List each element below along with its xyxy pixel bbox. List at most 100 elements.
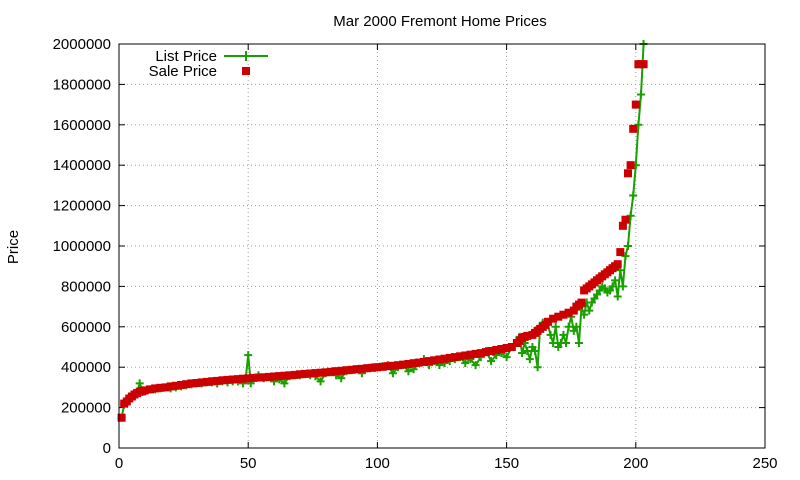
list-price-point: [528, 343, 537, 351]
sale-price-point: [435, 355, 444, 364]
sale-price-point: [156, 383, 165, 392]
sale-price-point: [270, 372, 278, 381]
list-price-point: [618, 282, 627, 291]
sale-price-point: [621, 215, 630, 224]
sale-price-point: [187, 379, 196, 388]
sale-price-point: [326, 367, 335, 376]
list-price-point: [611, 276, 620, 285]
list-price-point: [572, 322, 581, 331]
y-tick-label: 2000000: [53, 36, 111, 53]
sale-price-point: [249, 373, 258, 382]
sale-price-point: [301, 369, 309, 378]
list-price-point: [461, 359, 470, 368]
list-price-point: [595, 286, 604, 295]
list-price-point: [564, 322, 573, 331]
list-price-point: [404, 367, 413, 376]
sale-price-point: [166, 382, 175, 391]
y-tick-label: 200000: [61, 400, 111, 417]
sale-price-point: [332, 367, 341, 376]
x-tick-label: 150: [494, 455, 519, 472]
x-tick-label: 100: [365, 455, 390, 472]
list-price-point: [551, 322, 560, 331]
y-axis-title: Price: [5, 230, 22, 264]
sale-price-point: [161, 383, 170, 392]
sale-price-point: [554, 312, 563, 321]
list-price-point: [316, 377, 325, 386]
sale-price-point: [523, 331, 532, 340]
sale-price-point: [450, 353, 459, 362]
sale-price-point: [445, 353, 454, 362]
sale-price-point: [487, 347, 496, 355]
list-price-line: [120, 43, 645, 418]
list-price-point: [554, 343, 563, 351]
x-tick-label: 0: [115, 455, 123, 472]
chart-title: Mar 2000 Fremont Home Prices: [333, 13, 546, 30]
sale-price-point: [502, 344, 511, 352]
y-tick-label: 1600000: [53, 117, 111, 134]
series-layer: [117, 40, 648, 422]
list-price-point: [613, 292, 622, 301]
list-price-point: [569, 326, 578, 335]
sale-price-point: [507, 343, 516, 351]
list-price-point: [388, 369, 397, 378]
sale-price-point: [425, 357, 434, 366]
list-price-point: [605, 286, 614, 295]
legend-label-sale-price: Sale Price: [149, 63, 217, 80]
y-tick-label: 600000: [61, 319, 111, 336]
sale-price-point: [290, 370, 299, 379]
list-price-point: [525, 355, 534, 364]
x-tick-label: 250: [752, 455, 777, 472]
sale-price-point: [618, 221, 627, 230]
sale-price-point: [404, 360, 413, 368]
sale-price-point: [140, 386, 149, 395]
list-price-point: [629, 191, 638, 200]
list-price-point: [600, 284, 609, 293]
list-price-point: [585, 306, 594, 315]
list-price-point: [549, 338, 558, 347]
sale-price-point: [244, 374, 253, 383]
sale-price-point: [146, 385, 154, 394]
sale-price-point: [414, 358, 423, 367]
sale-price-point: [316, 368, 325, 377]
sale-price-point: [430, 356, 439, 365]
sale-price-point: [368, 363, 377, 372]
sale-price-point: [208, 377, 216, 386]
list-price-point: [546, 330, 555, 339]
sale-price-point: [342, 366, 351, 375]
sale-price-point: [197, 378, 206, 387]
list-price-point: [590, 294, 599, 303]
sale-price-point: [388, 361, 397, 370]
sale-price-point: [543, 317, 552, 326]
sale-price-point: [559, 310, 568, 319]
sale-price-point: [378, 362, 387, 371]
plot-frame: [118, 43, 766, 449]
sale-price-point: [497, 345, 506, 353]
sale-price-point: [233, 375, 242, 384]
y-tick-label: 1000000: [53, 238, 111, 255]
list-price-point: [593, 290, 602, 299]
sale-price-point: [626, 161, 635, 170]
y-tick-label: 1200000: [53, 198, 111, 215]
x-tick-label: 50: [240, 455, 257, 472]
sale-price-point: [456, 352, 465, 361]
list-price-point: [471, 361, 480, 370]
y-tick-label: 1400000: [53, 157, 111, 174]
y-tick-label: 800000: [61, 278, 111, 295]
x-tick-label: 200: [623, 455, 648, 472]
sale-price-point: [476, 349, 485, 358]
legend-marker-list-price: [241, 51, 251, 61]
sale-price-point: [117, 413, 126, 422]
sale-price-point: [357, 364, 366, 373]
list-price-point: [337, 374, 346, 383]
sale-price-point: [363, 364, 372, 373]
list-price-point: [562, 338, 571, 347]
legend: List Price Sale Price: [149, 48, 268, 80]
sale-price-point: [409, 359, 418, 368]
sale-price-point: [347, 365, 356, 374]
list-price-point: [531, 347, 540, 356]
list-price-point: [135, 379, 144, 388]
sale-price-point: [171, 381, 180, 390]
legend-marker-sale-price: [242, 67, 250, 75]
y-axis: 0 200000 400000 600000 800000 1000000 1200000 1…: [53, 36, 765, 457]
list-price-point: [580, 310, 589, 319]
